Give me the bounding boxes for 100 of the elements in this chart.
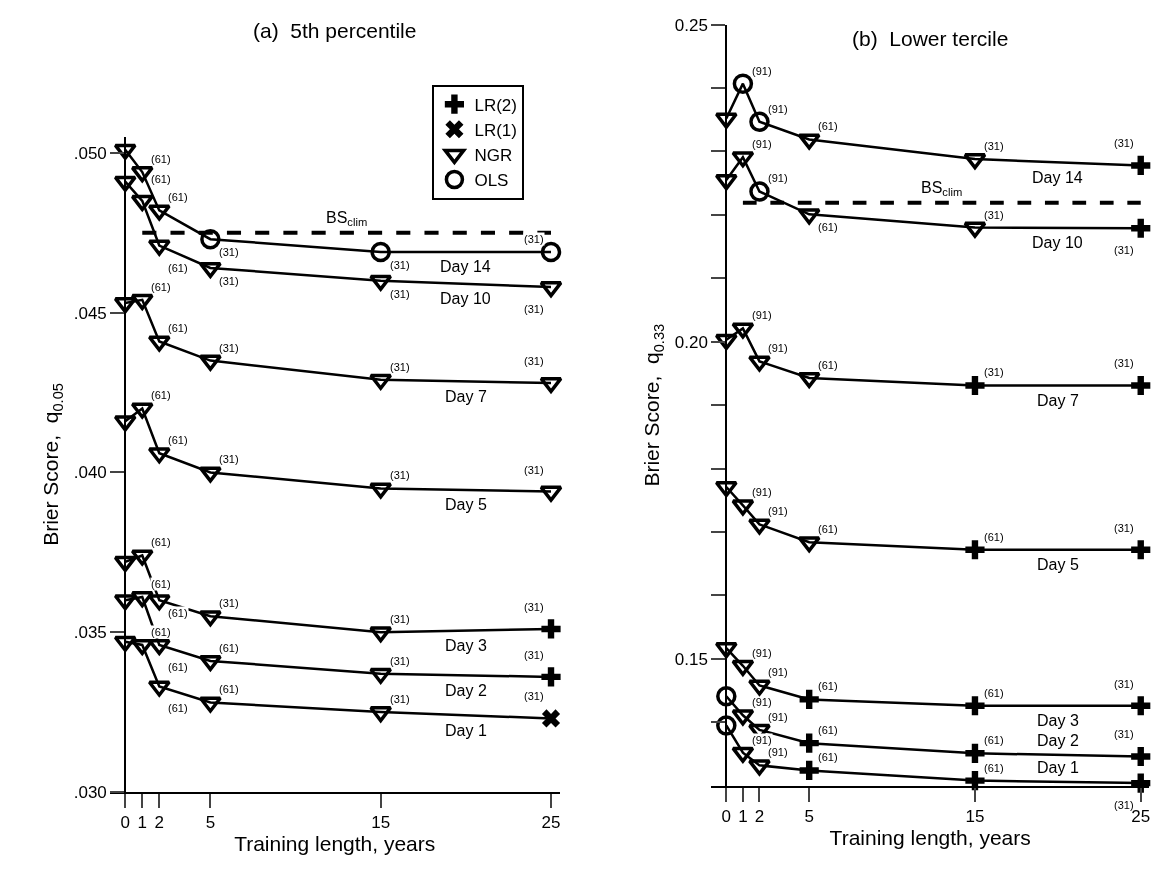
annotation: (61) (219, 642, 239, 654)
point (369, 626, 393, 643)
point (130, 293, 154, 311)
point (369, 482, 393, 499)
point (369, 373, 393, 390)
point (714, 174, 738, 191)
point (113, 635, 137, 652)
annotation: (31) (219, 453, 239, 465)
annotation: (31) (390, 655, 410, 667)
annotation: (61) (168, 322, 188, 334)
annotation: (91) (752, 138, 772, 150)
annotation: (61) (151, 389, 171, 401)
annotation: (91) (752, 696, 772, 708)
annotation: (61) (168, 262, 188, 274)
annotation: (61) (818, 523, 838, 535)
annotation: (61) (818, 221, 838, 233)
point (369, 706, 393, 723)
legend-label: LR(2) (474, 95, 517, 115)
annotation: (31) (219, 597, 239, 609)
annotation: (31) (524, 601, 544, 613)
x-tick-label: 0 (120, 813, 130, 833)
x-tick-label: 15 (965, 807, 985, 827)
annotation: (31) (1114, 728, 1134, 740)
annotation: (31) (390, 469, 410, 481)
point (797, 536, 821, 553)
point (198, 696, 222, 713)
point (749, 181, 770, 202)
point (1131, 375, 1151, 396)
point (716, 685, 737, 707)
annotation: (61) (984, 762, 1004, 774)
point (1131, 218, 1151, 238)
point (113, 175, 137, 192)
y-tick-label: .035 (73, 623, 107, 643)
point (130, 549, 154, 566)
x-tick-label: 5 (205, 813, 216, 833)
annotation: (61) (151, 281, 171, 293)
annotation: (91) (752, 647, 772, 659)
point (198, 466, 222, 483)
annotation: (91) (752, 309, 772, 321)
annotation: (31) (524, 355, 544, 367)
point (1131, 155, 1151, 176)
point (963, 153, 987, 170)
point (369, 667, 393, 684)
point (1131, 746, 1151, 767)
point (797, 208, 821, 225)
x-tick-label: 1 (137, 813, 147, 833)
annotation: (61) (151, 626, 171, 638)
series-label: Day 7 (1037, 392, 1079, 409)
x-axis-title: Training length, years (234, 832, 436, 856)
series-label: Day 3 (1037, 712, 1079, 729)
point (799, 689, 819, 710)
point (799, 760, 819, 781)
annotation: (31) (390, 693, 410, 705)
annotation: (31) (390, 361, 410, 373)
series-label: Day 2 (445, 682, 487, 699)
series-label: Day 3 (445, 637, 487, 654)
point (965, 375, 985, 396)
series-label: Day 1 (1037, 759, 1079, 776)
annotation: (31) (390, 288, 410, 300)
series-label: BS$_{clim}$ (326, 209, 368, 229)
annotation: (61) (984, 687, 1004, 699)
annotation: (61) (151, 153, 171, 165)
x-tick-label: 2 (754, 807, 765, 827)
y-tick-label: .040 (73, 463, 107, 483)
point (539, 485, 563, 502)
series-label: Day 10 (1032, 234, 1083, 251)
point (198, 354, 222, 371)
y-tick-label: .050 (73, 143, 107, 163)
point (541, 619, 561, 639)
y-tick-label: .030 (73, 782, 107, 802)
annotation: (31) (219, 275, 239, 287)
point (1131, 696, 1151, 716)
annotation: (31) (524, 233, 544, 245)
point (113, 143, 137, 160)
annotation: (31) (219, 342, 239, 354)
point (370, 241, 391, 263)
annotation: (91) (768, 103, 788, 115)
point (731, 746, 755, 763)
point (731, 322, 755, 339)
annotation: (91) (768, 746, 788, 758)
annotation: (91) (768, 172, 788, 184)
point (797, 371, 821, 389)
series-label: BS$_{clim}$ (921, 179, 963, 199)
annotation: (61) (151, 173, 171, 185)
x-tick-label: 15 (371, 813, 391, 833)
point (147, 680, 171, 697)
annotation: (61) (168, 434, 188, 446)
point (147, 204, 171, 221)
point (731, 499, 755, 516)
annotation: (61) (168, 661, 188, 673)
point (198, 610, 222, 627)
point (147, 447, 171, 464)
x-tick-label: 5 (804, 807, 814, 827)
series-label: Day 10 (440, 290, 491, 307)
point (130, 638, 154, 656)
point (198, 654, 222, 672)
annotation: (61) (151, 536, 171, 548)
series-label: Day 14 (1032, 169, 1083, 186)
point (714, 333, 738, 351)
legend-label: OLS (474, 171, 509, 191)
